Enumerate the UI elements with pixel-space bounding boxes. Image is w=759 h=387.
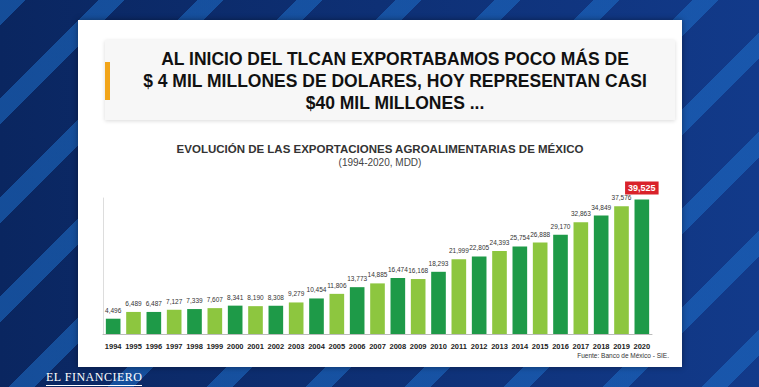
- svg-text:29,170: 29,170: [551, 223, 571, 230]
- svg-text:1999: 1999: [206, 342, 223, 351]
- svg-text:22,805: 22,805: [469, 244, 489, 251]
- svg-text:2018: 2018: [593, 342, 610, 351]
- svg-text:2001: 2001: [247, 342, 264, 351]
- svg-text:18,293: 18,293: [429, 260, 449, 267]
- svg-text:1994: 1994: [105, 342, 123, 351]
- svg-text:16,474: 16,474: [388, 266, 408, 273]
- html-text:AL INICIO DEL TLCAN EXPORTABAM: AL INICIO DEL TLCAN EXPORTABAMOS POCO MÁ…: [143, 49, 647, 113]
- svg-text:2008: 2008: [389, 342, 406, 351]
- svg-text:34,849: 34,849: [591, 204, 611, 211]
- svg-text:2009: 2009: [410, 342, 427, 351]
- svg-text:6,489: 6,489: [125, 300, 142, 307]
- svg-text:25,754: 25,754: [510, 234, 530, 241]
- svg-text:4,496: 4,496: [105, 307, 122, 314]
- svg-text:10,454: 10,454: [307, 286, 327, 293]
- html-text:Fuente: Banco de México - SIE.: Fuente: Banco de México - SIE.: [577, 352, 669, 359]
- svg-text:1998: 1998: [186, 342, 203, 351]
- svg-text:2004: 2004: [308, 342, 326, 351]
- svg-text:7,127: 7,127: [166, 298, 183, 305]
- svg-text:26,888: 26,888: [530, 231, 550, 238]
- svg-text:37,576: 37,576: [612, 194, 632, 201]
- svg-text:8,190: 8,190: [247, 294, 264, 301]
- svg-text:2007: 2007: [369, 342, 386, 351]
- svg-text:1996: 1996: [145, 342, 162, 351]
- html-text:EVOLUCIÓN DE LAS EXPORTACIONES: EVOLUCIÓN DE LAS EXPORTACIONES AGROALIME…: [176, 143, 584, 155]
- svg-text:9,279: 9,279: [288, 290, 305, 297]
- svg-text:39,525: 39,525: [628, 183, 656, 193]
- svg-text:2012: 2012: [471, 342, 488, 351]
- svg-text:2015: 2015: [532, 342, 549, 351]
- svg-text:24,393: 24,393: [490, 239, 510, 246]
- svg-text:2005: 2005: [328, 342, 345, 351]
- svg-text:2006: 2006: [349, 342, 366, 351]
- svg-text:2011: 2011: [451, 342, 467, 351]
- svg-text:2003: 2003: [288, 342, 305, 351]
- svg-text:2002: 2002: [267, 342, 284, 351]
- svg-text:16,168: 16,168: [408, 267, 428, 274]
- svg-text:2010: 2010: [430, 342, 447, 351]
- svg-text:14,885: 14,885: [368, 271, 388, 278]
- svg-text:2000: 2000: [227, 342, 244, 351]
- svg-text:2020: 2020: [633, 342, 650, 351]
- svg-text:8,341: 8,341: [227, 294, 244, 301]
- svg-text:8,308: 8,308: [268, 294, 285, 301]
- svg-text:2014: 2014: [511, 342, 529, 351]
- svg-text:1997: 1997: [166, 342, 183, 351]
- svg-text:32,863: 32,863: [571, 210, 591, 217]
- svg-text:6,487: 6,487: [146, 300, 163, 307]
- svg-text:2017: 2017: [572, 342, 589, 351]
- svg-text:1995: 1995: [125, 342, 142, 351]
- svg-text:11,806: 11,806: [327, 282, 347, 289]
- svg-text:2016: 2016: [552, 342, 569, 351]
- svg-text:13,773: 13,773: [347, 275, 367, 282]
- svg-text:7,607: 7,607: [207, 296, 224, 303]
- html-text:EL FINANCIERO: EL FINANCIERO: [46, 370, 143, 384]
- svg-text:2019: 2019: [613, 342, 630, 351]
- html-text:(1994-2020, MDD): (1994-2020, MDD): [338, 157, 422, 168]
- svg-text:2013: 2013: [491, 342, 508, 351]
- svg-text:21,999: 21,999: [449, 247, 469, 254]
- svg-text:7,339: 7,339: [186, 297, 203, 304]
